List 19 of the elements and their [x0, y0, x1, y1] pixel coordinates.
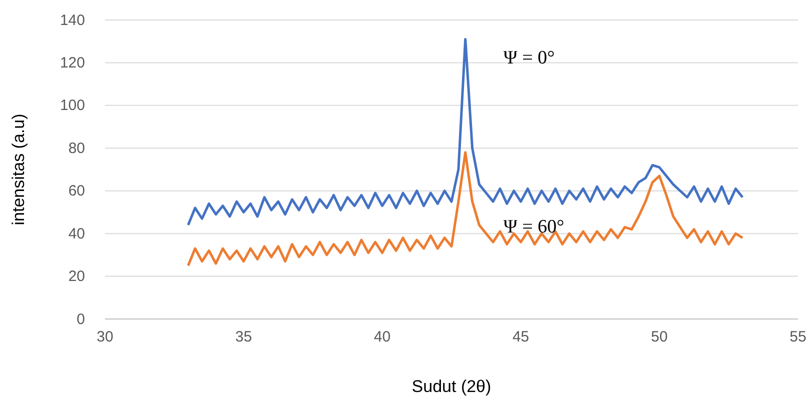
x-tick-label: 40: [374, 328, 391, 346]
y-tick-label: 40: [68, 225, 85, 242]
line-series: [186, 151, 744, 267]
y-tick-label: 120: [60, 54, 85, 72]
x-tick-label: 30: [96, 328, 114, 346]
x-tick-label: 35: [235, 328, 252, 346]
y-tick-label: 100: [60, 97, 85, 114]
x-axis-title: Sudut (2θ): [412, 377, 492, 396]
x-tick-label: 50: [651, 328, 668, 346]
y-tick-label: 140: [60, 12, 85, 29]
series-label: Ψ = 60°: [503, 216, 564, 238]
y-tick-label: 0: [76, 310, 85, 328]
y-tick-label: 80: [68, 140, 85, 157]
y-axis-title: intensitas (a.u): [9, 114, 28, 226]
x-tick-label: 55: [790, 328, 806, 346]
x-tick-label: 45: [512, 328, 530, 346]
y-tick-label: 20: [68, 268, 85, 286]
y-tick-label: 60: [68, 182, 85, 200]
series-label: Ψ = 0°: [503, 48, 555, 69]
